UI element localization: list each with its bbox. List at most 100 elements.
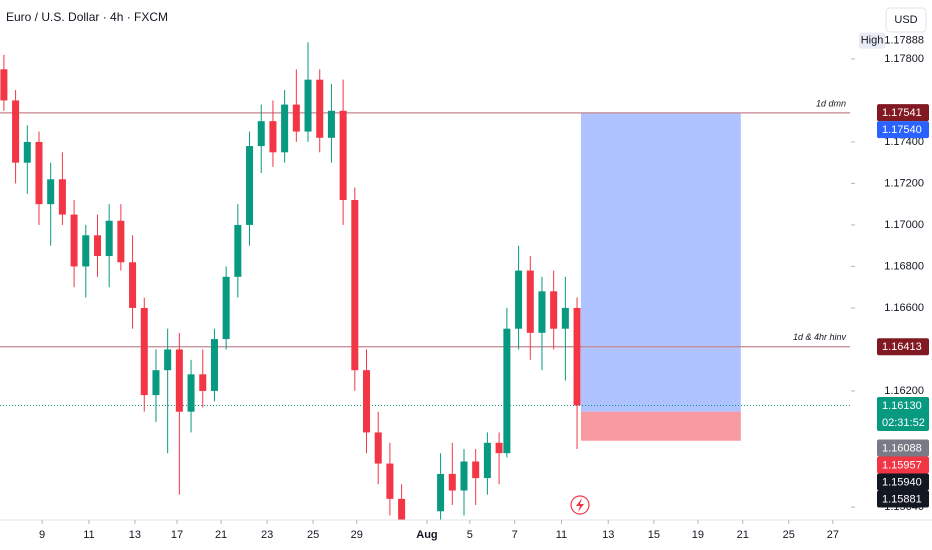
high-tag-value: 1.17888 (884, 35, 924, 47)
candle-body (339, 110, 347, 201)
x-tick-label: Aug (416, 529, 437, 541)
x-tick-label: 5 (467, 529, 473, 541)
x-tick-label: 15 (648, 529, 660, 541)
candle-body (515, 270, 523, 329)
price-tag (877, 456, 929, 474)
candle-body (164, 349, 172, 371)
price-tag-label: 1.16088 (882, 442, 922, 454)
chart-title: Euro / U.S. Dollar · 4h · FXCM (6, 10, 168, 24)
candle-body (292, 104, 300, 132)
price-tag (877, 439, 929, 457)
y-tick-label: 1.16600 (884, 302, 924, 314)
y-tick-label: 1.16200 (884, 385, 924, 397)
x-tick-label: 9 (39, 529, 45, 541)
x-tick-label: 19 (692, 529, 704, 541)
candle-body (234, 224, 242, 277)
y-tick-label: 1.17000 (884, 219, 924, 231)
price-tag (877, 338, 929, 356)
candle-body (58, 179, 66, 215)
candle-body (187, 374, 195, 412)
candle-body (152, 370, 160, 396)
candle-body (538, 291, 546, 333)
candle-body (269, 121, 277, 153)
candle-body (47, 179, 55, 205)
candle-body (550, 291, 558, 329)
candle-body (316, 79, 324, 138)
y-tick-label: 1.17200 (884, 177, 924, 189)
candle-body (460, 461, 468, 491)
x-tick-label: 23 (261, 529, 273, 541)
candle-body (526, 270, 534, 333)
candle-body (23, 141, 31, 163)
x-tick-label: 17 (171, 529, 183, 541)
x-tick-label: 13 (602, 529, 614, 541)
level-label: 1d & 4hr hinv (793, 332, 847, 342)
candle-body (472, 461, 480, 479)
x-tick-label: 29 (351, 529, 363, 541)
x-tick-label: 25 (307, 529, 319, 541)
candle-body (327, 110, 335, 138)
candle-body (561, 307, 569, 329)
x-tick-label: 21 (215, 529, 227, 541)
candle-body (70, 214, 78, 267)
x-tick-label: 27 (827, 529, 839, 541)
candle-body (199, 374, 207, 391)
candle-body (222, 276, 230, 340)
x-tick-label: 11 (556, 529, 567, 541)
x-tick-label: 21 (737, 529, 749, 541)
price-tag-label: 1.15957 (882, 459, 922, 471)
y-tick-label: 1.17400 (884, 136, 924, 148)
price-tag-label: 1.16413 (882, 341, 922, 353)
price-tag-label: 1.15881 (882, 493, 922, 505)
currency-button[interactable] (885, 7, 927, 33)
price-tag-label: 1.15940 (882, 476, 922, 488)
plot-area (0, 42, 850, 520)
candle-body (398, 498, 406, 520)
price-tag-label: 1.17541 (882, 107, 922, 119)
alert-icon[interactable] (570, 495, 590, 515)
candle-body (363, 370, 371, 433)
candle-body (281, 104, 289, 153)
x-tick-label: 11 (83, 529, 94, 541)
candle-body (129, 262, 137, 308)
currency-label[interactable]: USD (894, 14, 917, 26)
candle-body (105, 220, 113, 257)
current-price-label: 1.16130 (882, 400, 922, 412)
y-tick-label: 1.16800 (884, 260, 924, 272)
candle-body (257, 121, 265, 147)
price-tag (877, 490, 929, 508)
price-tag (877, 104, 929, 122)
candle-body (483, 442, 491, 479)
candle-body (0, 69, 8, 101)
candle-body (304, 79, 312, 132)
candle-body (12, 100, 20, 163)
alert-bolt[interactable] (576, 498, 584, 512)
candle-body (246, 146, 254, 225)
candle-body (210, 339, 218, 391)
level-label: 1d dmn (816, 98, 846, 108)
candle-body (351, 200, 359, 371)
candle-body (93, 235, 101, 257)
candle-body (437, 473, 445, 512)
candle-body (82, 235, 90, 267)
x-tick-label: 25 (783, 529, 795, 541)
x-tick-label: 13 (129, 529, 141, 541)
candle-body (117, 220, 125, 263)
current-price-tag (877, 396, 929, 431)
price-tag (877, 121, 929, 139)
candle-body (448, 473, 456, 491)
candle-body (175, 349, 183, 412)
high-tag-label: High (861, 35, 884, 47)
candle-body (495, 442, 503, 454)
x-tick-label: 7 (512, 529, 518, 541)
price-tag-label: 1.17540 (882, 124, 922, 136)
price-tag (877, 473, 929, 491)
position-profit (580, 112, 741, 412)
candle-body (374, 432, 382, 464)
candle-body (386, 463, 394, 499)
candle-body (35, 141, 43, 205)
candle-body (503, 328, 511, 454)
y-tick-label: 1.17800 (884, 53, 924, 65)
